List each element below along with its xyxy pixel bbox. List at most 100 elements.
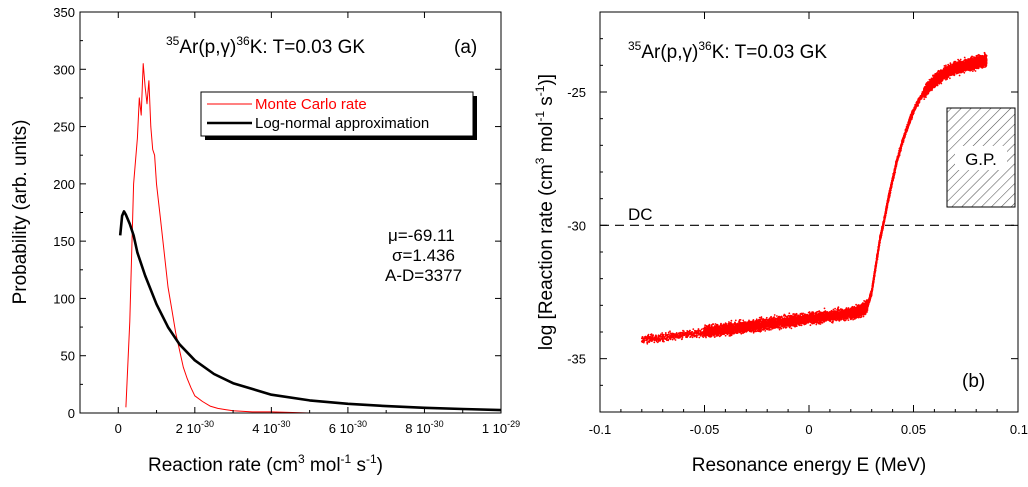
legend-label-ln: Log-normal approximation bbox=[255, 115, 429, 132]
scatter-point bbox=[760, 316, 763, 318]
scatter-point bbox=[719, 334, 722, 337]
scatter-point bbox=[709, 334, 711, 337]
scatter-point bbox=[746, 324, 748, 326]
scatter-point bbox=[779, 316, 782, 319]
scatter-point bbox=[699, 335, 702, 337]
scatter-point bbox=[838, 318, 841, 321]
y-tick-label-a: 150 bbox=[53, 234, 75, 249]
scatter-point bbox=[777, 322, 780, 325]
scatter-point bbox=[816, 318, 819, 320]
scatter-point bbox=[683, 330, 685, 333]
title-a-el-b: K: T=0.03 GK bbox=[250, 37, 366, 58]
scatter-point bbox=[778, 328, 781, 331]
scatter-point bbox=[667, 335, 670, 338]
scatter-point bbox=[813, 316, 815, 319]
scatter-point bbox=[770, 315, 772, 318]
panel-b: G.P. -25-30-35-0.1 -0.05 0 0.05 0.1 35Ar(p,γ… bbox=[533, 11, 1028, 476]
scatter-point bbox=[641, 341, 644, 343]
scatter-point bbox=[713, 336, 716, 338]
scatter-point bbox=[709, 331, 712, 334]
scatter-point bbox=[656, 337, 658, 340]
scatter-point bbox=[741, 329, 744, 331]
scatter-point bbox=[676, 333, 679, 336]
scatter-point bbox=[650, 333, 653, 336]
scatter-point bbox=[764, 330, 767, 332]
title-a-mass-a: 35 bbox=[166, 34, 180, 48]
scatter-point bbox=[722, 330, 724, 332]
scatter-point bbox=[841, 312, 843, 314]
scatter-point bbox=[683, 334, 685, 337]
scatter-point bbox=[759, 320, 762, 322]
scatter-point bbox=[701, 331, 704, 334]
scatter-point bbox=[772, 321, 775, 324]
scatter-point bbox=[794, 321, 797, 324]
scatter-point bbox=[700, 328, 703, 331]
scatter-point bbox=[750, 324, 753, 327]
scatter-point bbox=[726, 329, 729, 332]
scatter-point bbox=[671, 332, 674, 335]
scatter-point bbox=[649, 339, 652, 342]
scatter-point bbox=[835, 319, 838, 322]
scatter-point bbox=[695, 333, 698, 335]
scatter-point bbox=[820, 319, 822, 322]
title-a-el-a: Ar(p, bbox=[179, 37, 220, 58]
scatter-point bbox=[778, 319, 781, 321]
scatter-point bbox=[664, 335, 667, 337]
scatter-point bbox=[738, 319, 741, 321]
scatter-point bbox=[773, 326, 776, 329]
scatter-point bbox=[757, 323, 760, 326]
scatter-point bbox=[666, 337, 668, 340]
scatter-point bbox=[822, 318, 825, 321]
annotation-mu: μ=-69.11 bbox=[388, 226, 455, 245]
scatter-point bbox=[841, 313, 844, 316]
scatter-point bbox=[765, 316, 768, 319]
scatter-point bbox=[752, 319, 755, 321]
scatter-point bbox=[802, 319, 805, 322]
scatter-point bbox=[664, 338, 667, 341]
scatter-point bbox=[647, 337, 649, 340]
scatter-point bbox=[752, 321, 754, 324]
scatter-point bbox=[845, 311, 847, 314]
scatter-point bbox=[779, 326, 782, 329]
scatter-point bbox=[834, 307, 836, 310]
scatter-point bbox=[648, 337, 651, 339]
scatter-point bbox=[843, 314, 845, 316]
scatter-point bbox=[845, 313, 847, 316]
scatter-point bbox=[781, 316, 783, 319]
scatter-point bbox=[681, 336, 684, 339]
scatter-point bbox=[815, 323, 818, 326]
xlabel-a-mid1: mol bbox=[305, 455, 341, 476]
scatter-point bbox=[763, 322, 765, 325]
scatter-point bbox=[791, 317, 794, 320]
scatter-point bbox=[752, 328, 755, 331]
scatter-point bbox=[832, 316, 834, 319]
scatter-point bbox=[711, 328, 714, 331]
scatter-point bbox=[814, 319, 817, 321]
legend-a: Monte Carlo rate Log-normal approximatio… bbox=[200, 91, 477, 140]
series-line-log-normal bbox=[118, 210, 501, 412]
y-tick-label-a: 200 bbox=[53, 177, 75, 192]
scatter-point bbox=[834, 314, 837, 317]
scatter-point bbox=[689, 335, 692, 338]
scatter-point bbox=[776, 315, 778, 317]
scatter-point bbox=[657, 337, 660, 339]
scatter-point bbox=[700, 332, 702, 335]
xlabel-a-mid2: s bbox=[351, 455, 366, 476]
scatter-point bbox=[788, 319, 790, 322]
scatter-point bbox=[731, 327, 734, 330]
scatter-point bbox=[843, 319, 845, 322]
scatter-point bbox=[710, 324, 713, 326]
scatter-point bbox=[831, 321, 834, 324]
scatter-point bbox=[647, 340, 650, 343]
scatter-point bbox=[783, 324, 785, 327]
scatter-point bbox=[783, 313, 786, 316]
scatter-point bbox=[809, 317, 812, 320]
scatter-point bbox=[838, 312, 840, 314]
scatter-point bbox=[657, 339, 659, 341]
scatter-point bbox=[653, 341, 656, 344]
scatter-point bbox=[823, 307, 826, 310]
scatter-point bbox=[693, 335, 696, 337]
scatter-point bbox=[796, 319, 799, 322]
scatter-point bbox=[733, 328, 736, 331]
scatter-point bbox=[829, 312, 831, 315]
